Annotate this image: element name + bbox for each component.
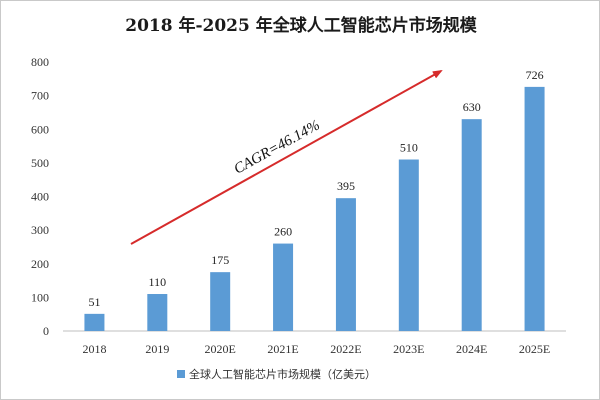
bar: [398, 159, 419, 331]
y-tick-label: 300: [31, 223, 49, 237]
bar: [524, 86, 545, 331]
x-tick-label: 2022E: [330, 342, 361, 356]
data-label: 51: [88, 295, 100, 309]
data-label: 510: [400, 141, 418, 155]
y-tick-label: 500: [31, 156, 49, 170]
bar: [273, 243, 294, 331]
x-tick-label: 2025E: [519, 342, 550, 356]
y-tick-label: 0: [43, 324, 49, 338]
data-label: 260: [274, 225, 292, 239]
data-label: 630: [463, 100, 481, 114]
data-label: 726: [526, 68, 544, 82]
legend-swatch: [177, 370, 185, 378]
cagr-annotation: CAGR=46.14%: [231, 117, 322, 177]
y-tick-label: 100: [31, 290, 49, 304]
x-tick-label: 2023E: [393, 342, 424, 356]
x-tick-label: 2019: [145, 342, 169, 356]
y-axis: 0 100 200 300 400 500 600 700 800: [31, 55, 49, 338]
cagr-trend-arrow: [130, 70, 443, 245]
y-tick-label: 800: [31, 55, 49, 69]
bar: [335, 198, 356, 331]
y-tick-label: 400: [31, 190, 49, 204]
bar: [210, 272, 231, 331]
x-tick-label: 2020E: [205, 342, 236, 356]
data-label: 395: [337, 179, 355, 193]
y-tick-label: 600: [31, 122, 49, 136]
chart-title: 2018 年-2025 年全球人工智能芯片市场规模: [125, 15, 478, 36]
x-axis-ticks: 2018 2019 2020E 2021E 2022E 2023E 2024E 2025E: [82, 342, 550, 356]
bars-group: [84, 86, 545, 331]
bar: [84, 313, 105, 331]
x-tick-label: 2018: [82, 342, 106, 356]
bar: [147, 294, 168, 331]
x-tick-label: 2021E: [267, 342, 298, 356]
data-labels-group: 51 110 175 260 395 510 630 726: [88, 68, 543, 309]
y-tick-label: 200: [31, 257, 49, 271]
y-tick-label: 700: [31, 89, 49, 103]
data-label: 175: [211, 253, 229, 267]
legend-label: 全球人工智能芯片市场规模（亿美元）: [189, 367, 376, 381]
data-label: 110: [149, 275, 167, 289]
x-tick-label: 2024E: [456, 342, 487, 356]
bar: [461, 119, 482, 331]
